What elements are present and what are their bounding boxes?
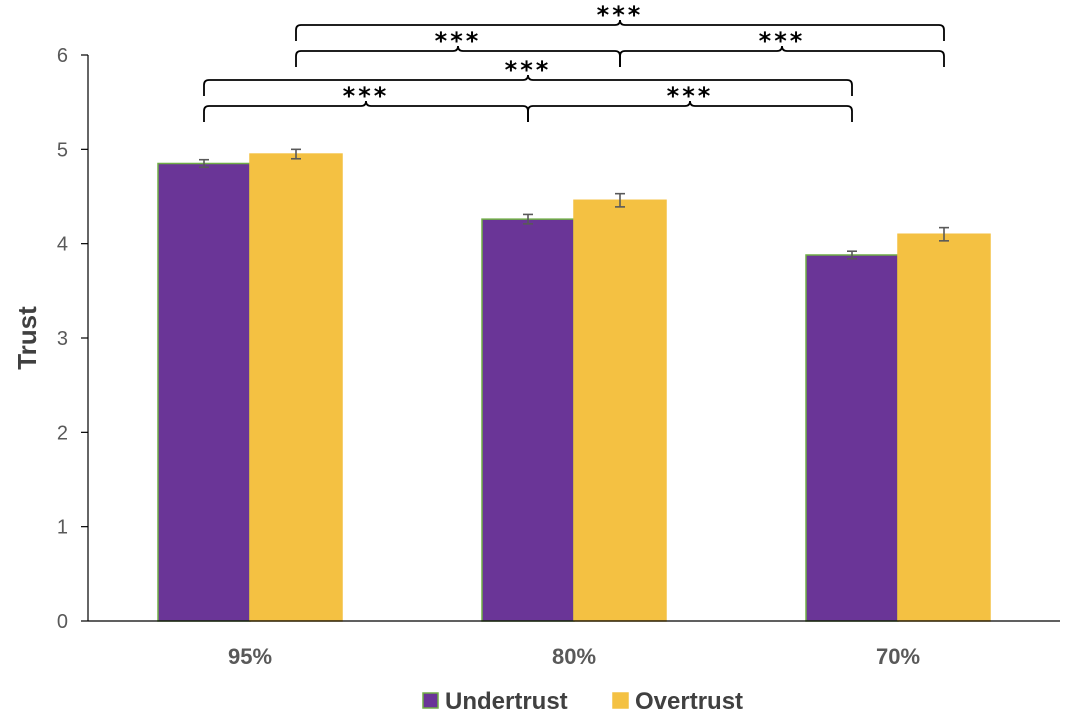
legend-label-overtrust: Overtrust [635,688,743,715]
y-axis: 0 1 2 3 4 5 6 [57,45,89,633]
bar-overtrust-70pct [897,233,991,622]
significance-label: *** [343,82,390,110]
significance-bracket [203,100,529,122]
significance-label: *** [435,27,482,55]
y-axis-title: Trust [12,306,42,370]
significance-brackets: *** *** *** *** *** *** [203,1,945,122]
significance-bracket [295,19,945,41]
y-tick-label: 6 [57,45,68,67]
significance-label: *** [667,82,714,110]
legend-label-undertrust: Undertrust [445,688,568,715]
y-tick-label: 3 [57,328,68,350]
significance-bracket [203,74,853,96]
y-tick-label: 4 [57,234,68,256]
significance-bracket [619,45,945,67]
significance-label: *** [597,1,644,29]
x-category-label: 95% [228,644,272,669]
bar-undertrust-70pct [805,254,899,622]
error-bars [199,148,949,260]
bar-undertrust-80pct [481,218,575,622]
bars [157,153,991,622]
bar-overtrust-95pct [249,153,343,622]
legend: Undertrust Overtrust [422,688,743,715]
significance-label: *** [759,27,806,55]
significance-bracket [527,100,853,122]
legend-swatch-overtrust [612,692,629,709]
bar-overtrust-80pct [573,199,667,622]
bar-undertrust-95pct [157,162,251,622]
significance-bracket [295,45,621,67]
legend-swatch-undertrust [422,692,439,709]
y-tick-label: 5 [57,139,68,161]
x-axis: 95% 80% 70% [88,620,1060,669]
significance-label: *** [505,56,552,84]
y-tick-label: 1 [57,517,68,539]
x-category-label: 80% [552,644,596,669]
x-category-label: 70% [876,644,920,669]
y-tick-label: 0 [57,611,68,633]
y-tick-label: 2 [57,422,68,444]
